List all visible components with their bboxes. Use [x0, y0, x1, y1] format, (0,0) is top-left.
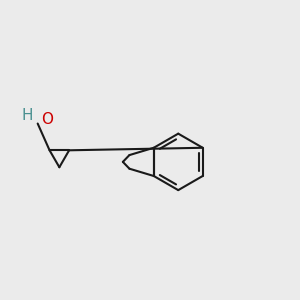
- Text: H: H: [21, 108, 33, 123]
- Text: O: O: [40, 112, 52, 127]
